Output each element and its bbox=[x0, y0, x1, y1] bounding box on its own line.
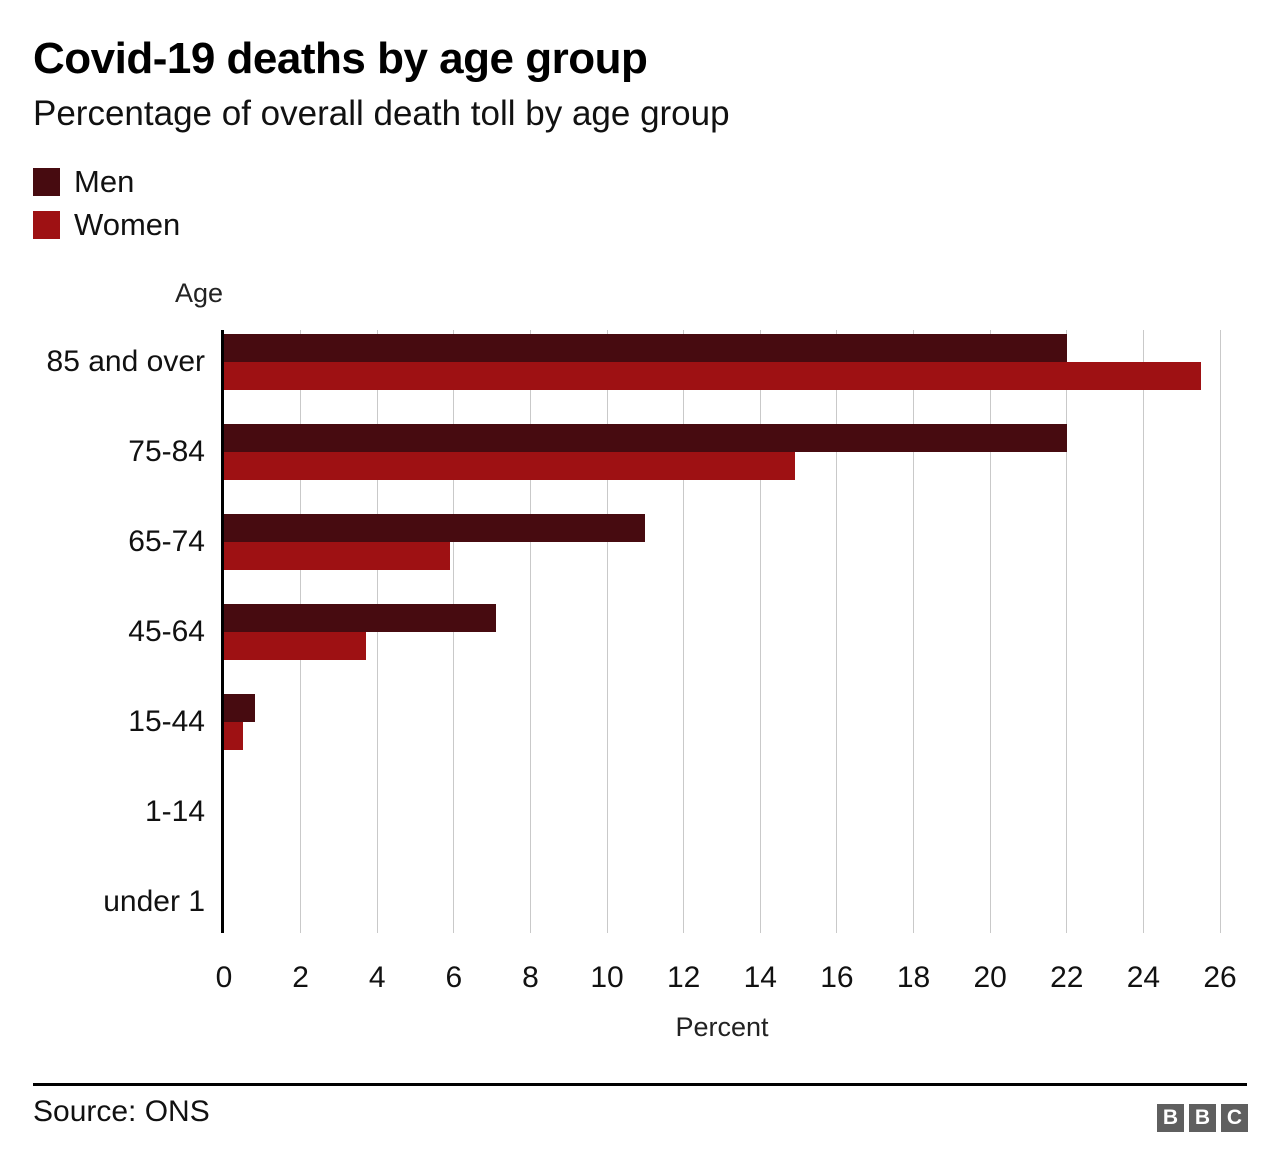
bar-women-75-84 bbox=[224, 452, 795, 480]
x-axis-title: Percent bbox=[675, 1012, 769, 1042]
category-label-85-and-over: 85 and over bbox=[46, 345, 205, 378]
x-tick-label-2: 2 bbox=[292, 961, 309, 994]
footer-divider bbox=[33, 1083, 1247, 1086]
plot-area bbox=[221, 330, 1221, 933]
legend-label: Women bbox=[74, 207, 181, 242]
legend-item-men: Men bbox=[33, 166, 180, 197]
x-tick-label-12: 12 bbox=[667, 961, 701, 994]
bar-women-45-64 bbox=[224, 632, 366, 660]
y-axis-title: Age bbox=[175, 278, 224, 308]
gridline-10 bbox=[606, 330, 608, 933]
gridline-18 bbox=[913, 330, 915, 933]
x-tick-label-14: 14 bbox=[743, 961, 777, 994]
bbc-logo-letter-3: C bbox=[1221, 1104, 1248, 1132]
chart-subtitle: Percentage of overall death toll by age … bbox=[33, 94, 730, 133]
bar-men-45-64 bbox=[224, 604, 496, 632]
bar-men-75-84 bbox=[224, 424, 1067, 452]
x-tick-label-16: 16 bbox=[820, 961, 854, 994]
gridline-12 bbox=[683, 330, 685, 933]
legend: Men Women bbox=[33, 166, 180, 252]
gridline-22 bbox=[1066, 330, 1068, 933]
x-tick-label-26: 26 bbox=[1203, 961, 1237, 994]
x-tick-label-20: 20 bbox=[973, 961, 1007, 994]
bar-women-15-44 bbox=[224, 722, 244, 750]
x-tick-label-0: 0 bbox=[215, 961, 233, 994]
x-tick-label-4: 4 bbox=[368, 961, 386, 994]
legend-item-women: Women bbox=[33, 209, 180, 240]
category-label-under-1: under 1 bbox=[103, 885, 205, 918]
gridline-16 bbox=[836, 330, 838, 933]
bar-men-85-and-over bbox=[224, 334, 1067, 362]
category-label-75-84: 75-84 bbox=[128, 435, 205, 468]
gridline-24 bbox=[1142, 330, 1144, 933]
legend-swatch-men bbox=[33, 167, 60, 196]
legend-swatch-women bbox=[33, 210, 60, 239]
category-label-15-44: 15-44 bbox=[128, 705, 205, 738]
x-tick-label-10: 10 bbox=[590, 961, 624, 994]
x-tick-label-24: 24 bbox=[1126, 961, 1161, 994]
y-axis-category-labels: 85 and over 75-84 65-74 45-64 15-44 1-14 under… bbox=[0, 330, 205, 933]
x-tick-label-18: 18 bbox=[896, 961, 931, 994]
bbc-logo-letter-1: B bbox=[1157, 1104, 1184, 1132]
bar-women-85-and-over bbox=[224, 362, 1201, 390]
bar-men-15-44 bbox=[224, 694, 255, 722]
bbc-logo-letter-2: B bbox=[1189, 1104, 1216, 1132]
category-label-65-74: 65-74 bbox=[128, 525, 205, 558]
x-tick-label-8: 8 bbox=[522, 961, 539, 994]
legend-label: Men bbox=[74, 164, 135, 199]
x-tick-label-22: 22 bbox=[1050, 961, 1084, 994]
x-axis-tick-labels: 0 2 4 6 8 10 12 14 16 18 20 22 24 26 bbox=[216, 961, 1237, 999]
gridline-8 bbox=[529, 330, 531, 933]
gridline-26 bbox=[1219, 330, 1221, 933]
x-tick-label-6: 6 bbox=[445, 961, 463, 994]
category-label-1-14: 1-14 bbox=[144, 795, 205, 828]
bar-men-65-74 bbox=[224, 514, 646, 542]
source-caption: Source: ONS bbox=[33, 1095, 210, 1128]
gridline-14 bbox=[759, 330, 761, 933]
gridline-20 bbox=[989, 330, 991, 933]
chart-title: Covid-19 deaths by age group bbox=[33, 34, 648, 83]
category-label-45-64: 45-64 bbox=[128, 615, 205, 648]
bar-women-65-74 bbox=[224, 542, 450, 570]
